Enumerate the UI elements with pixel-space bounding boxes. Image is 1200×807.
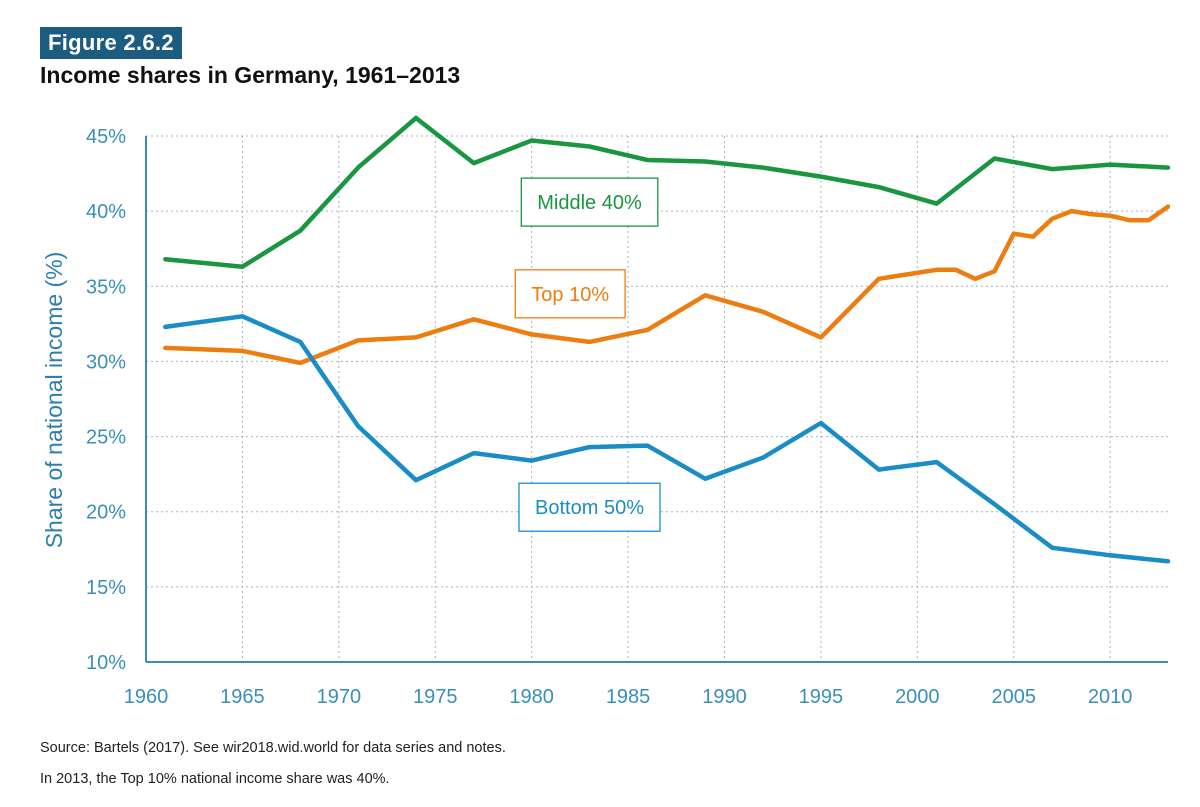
x-tick-label: 1980 xyxy=(509,686,554,708)
x-tick-label: 1965 xyxy=(220,686,265,708)
top-series-line xyxy=(163,204,1171,366)
bottom-label-text: Bottom 50% xyxy=(535,497,644,519)
x-tick-label: 2000 xyxy=(895,686,940,708)
y-axis-label: Share of national income (%) xyxy=(41,252,67,549)
source-note: Source: Bartels (2017). See wir2018.wid.… xyxy=(40,740,506,756)
bottom-label-box xyxy=(518,482,661,532)
bottom-series-label: Bottom 50% xyxy=(518,482,661,532)
x-tick-label: 1960 xyxy=(124,686,169,708)
y-tick-label: 35% xyxy=(86,276,126,298)
data-note: In 2013, the Top 10% national income sha… xyxy=(40,771,390,787)
y-tick-label: 30% xyxy=(86,351,126,373)
y-tick-label: 15% xyxy=(86,577,126,599)
series-lines xyxy=(163,115,1171,564)
gridlines xyxy=(146,135,1168,662)
middle-series-label: Middle 40% xyxy=(520,177,659,227)
middle-series-line xyxy=(163,115,1171,269)
top-label-text: Top 10% xyxy=(531,284,609,306)
x-tick-label: 1975 xyxy=(413,686,458,708)
x-tick-label: 2005 xyxy=(991,686,1036,708)
top-series-label: Top 10% xyxy=(514,269,626,319)
axes xyxy=(145,136,1168,663)
y-tick-label: 40% xyxy=(86,201,126,223)
chart-title: Income shares in Germany, 1961–2013 xyxy=(40,62,461,88)
x-tick-label: 2010 xyxy=(1088,686,1133,708)
tick-labels: 10% 15% 20% 25% 30% 35% 40% 45% 1960 1965 1970 1975… xyxy=(86,126,1132,708)
middle-label-text: Middle 40% xyxy=(537,192,642,214)
x-tick-label: 1995 xyxy=(799,686,844,708)
figure-number-badge: Figure 2.6.2 xyxy=(40,27,182,59)
y-tick-label: 10% xyxy=(86,652,126,674)
series-labels: Middle 40% Top 10% Bottom 50% xyxy=(514,177,661,532)
top-label-box xyxy=(514,269,626,319)
y-tick-label: 20% xyxy=(86,502,126,524)
x-tick-label: 1970 xyxy=(317,686,362,708)
y-tick-label: 25% xyxy=(86,427,126,449)
x-tick-label: 1985 xyxy=(606,686,651,708)
x-tick-label: 1990 xyxy=(702,686,747,708)
y-tick-label: 45% xyxy=(86,126,126,148)
middle-label-box xyxy=(520,177,659,227)
bottom-series-line xyxy=(163,314,1171,564)
